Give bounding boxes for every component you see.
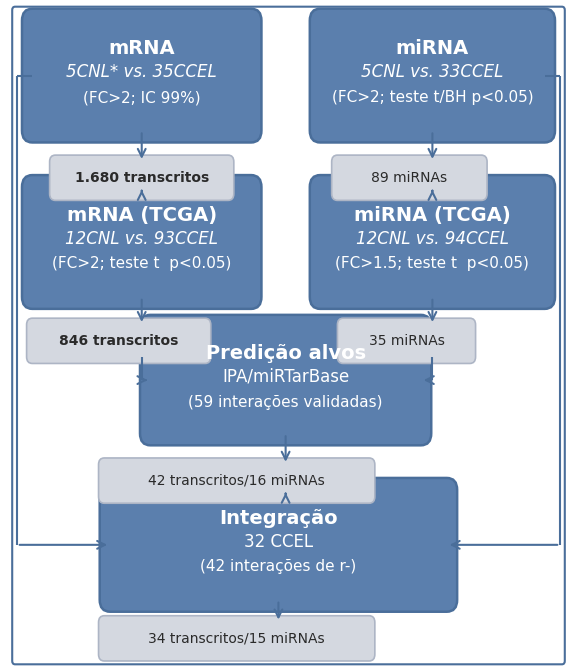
- FancyBboxPatch shape: [22, 175, 261, 309]
- Text: miRNA (TCGA): miRNA (TCGA): [354, 206, 511, 225]
- Text: IPA/miRTarBase: IPA/miRTarBase: [222, 368, 349, 386]
- Text: mRNA (TCGA): mRNA (TCGA): [67, 206, 217, 225]
- Text: (FC>1.5; teste t  p<0.05): (FC>1.5; teste t p<0.05): [335, 256, 529, 271]
- FancyBboxPatch shape: [27, 318, 211, 364]
- FancyBboxPatch shape: [99, 458, 375, 503]
- FancyBboxPatch shape: [99, 616, 375, 661]
- Text: (59 interações validadas): (59 interações validadas): [188, 395, 383, 410]
- Text: (FC>2; teste t  p<0.05): (FC>2; teste t p<0.05): [52, 256, 231, 271]
- Text: mRNA: mRNA: [108, 39, 175, 59]
- Text: 32 CCEL: 32 CCEL: [244, 532, 313, 550]
- Text: (FC>2; teste t/BH p<0.05): (FC>2; teste t/BH p<0.05): [332, 90, 533, 105]
- Text: 846 transcritos: 846 transcritos: [59, 334, 178, 348]
- Text: 12CNL vs. 94CCEL: 12CNL vs. 94CCEL: [356, 229, 509, 247]
- Text: (FC>2; IC 99%): (FC>2; IC 99%): [83, 90, 201, 105]
- Text: 89 miRNAs: 89 miRNAs: [372, 171, 447, 185]
- FancyBboxPatch shape: [310, 175, 555, 309]
- Text: 5CNL* vs. 35CCEL: 5CNL* vs. 35CCEL: [66, 63, 217, 81]
- FancyBboxPatch shape: [100, 478, 457, 612]
- Text: Integração: Integração: [219, 509, 338, 528]
- Text: 34 transcritos/15 miRNAs: 34 transcritos/15 miRNAs: [148, 632, 325, 646]
- Text: 42 transcritos/16 miRNAs: 42 transcritos/16 miRNAs: [148, 474, 325, 488]
- Text: miRNA: miRNA: [396, 39, 469, 59]
- FancyBboxPatch shape: [140, 315, 431, 446]
- Text: 12CNL vs. 93CCEL: 12CNL vs. 93CCEL: [65, 229, 218, 247]
- FancyBboxPatch shape: [338, 318, 475, 364]
- FancyBboxPatch shape: [310, 9, 555, 143]
- Text: 1.680 transcritos: 1.680 transcritos: [74, 171, 209, 185]
- Text: (42 interações de r-): (42 interações de r-): [200, 560, 357, 574]
- Text: 5CNL vs. 33CCEL: 5CNL vs. 33CCEL: [361, 63, 504, 81]
- Text: Predição alvos: Predição alvos: [205, 344, 366, 363]
- FancyBboxPatch shape: [332, 155, 487, 200]
- FancyBboxPatch shape: [22, 9, 261, 143]
- FancyBboxPatch shape: [50, 155, 234, 200]
- Text: 35 miRNAs: 35 miRNAs: [369, 334, 444, 348]
